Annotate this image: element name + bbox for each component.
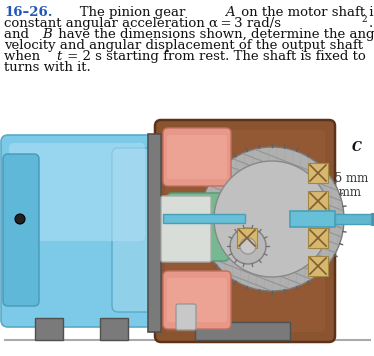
Bar [100, 318, 128, 340]
Text: 2: 2 [361, 15, 367, 24]
Bar [308, 163, 328, 183]
FancyBboxPatch shape [167, 278, 227, 322]
FancyBboxPatch shape [163, 128, 231, 186]
Bar [290, 211, 335, 227]
Text: have the dimensions shown, determine the angular: have the dimensions shown, determine the… [54, 28, 374, 41]
Text: B: B [258, 128, 269, 141]
FancyBboxPatch shape [163, 271, 231, 329]
Bar [308, 191, 328, 211]
Text: constant angular acceleration α = 3 rad/s: constant angular acceleration α = 3 rad/… [4, 17, 281, 30]
Circle shape [214, 161, 330, 277]
Text: = 2 s starting from rest. The shaft is fixed to: = 2 s starting from rest. The shaft is f… [63, 50, 370, 63]
Text: The pinion gear: The pinion gear [67, 6, 189, 19]
Circle shape [200, 147, 344, 291]
Text: 125 mm: 125 mm [320, 173, 368, 185]
Bar [237, 228, 257, 248]
Text: C: C [352, 141, 362, 154]
FancyBboxPatch shape [1, 135, 153, 327]
Text: 16–26.: 16–26. [4, 6, 52, 19]
Circle shape [15, 214, 25, 224]
Circle shape [240, 238, 256, 254]
Bar [35, 318, 63, 340]
FancyBboxPatch shape [155, 120, 335, 342]
Bar [163, 214, 245, 223]
Text: A: A [225, 6, 234, 19]
FancyBboxPatch shape [3, 154, 39, 306]
Text: and: and [4, 28, 33, 41]
FancyBboxPatch shape [176, 304, 196, 330]
FancyBboxPatch shape [167, 193, 229, 261]
Text: on the motor shaft is given a: on the motor shaft is given a [237, 6, 374, 19]
Bar [308, 256, 328, 276]
FancyBboxPatch shape [112, 148, 156, 312]
Text: B: B [42, 28, 52, 41]
Text: A: A [253, 255, 262, 268]
FancyBboxPatch shape [161, 196, 211, 262]
Text: t: t [56, 50, 61, 63]
Text: velocity and angular displacement of the output shaft: velocity and angular displacement of the… [4, 39, 367, 52]
Text: . If the gears: . If the gears [369, 17, 374, 30]
Bar [308, 228, 328, 248]
FancyBboxPatch shape [165, 130, 325, 332]
FancyBboxPatch shape [167, 135, 227, 179]
Circle shape [230, 228, 266, 264]
Text: when: when [4, 50, 45, 63]
Bar [195, 322, 290, 340]
Bar [148, 134, 161, 332]
Bar [371, 213, 374, 225]
Text: 35 mm: 35 mm [320, 185, 361, 199]
Text: turns with it.: turns with it. [4, 61, 91, 74]
FancyBboxPatch shape [9, 143, 145, 241]
Bar [335, 214, 373, 224]
